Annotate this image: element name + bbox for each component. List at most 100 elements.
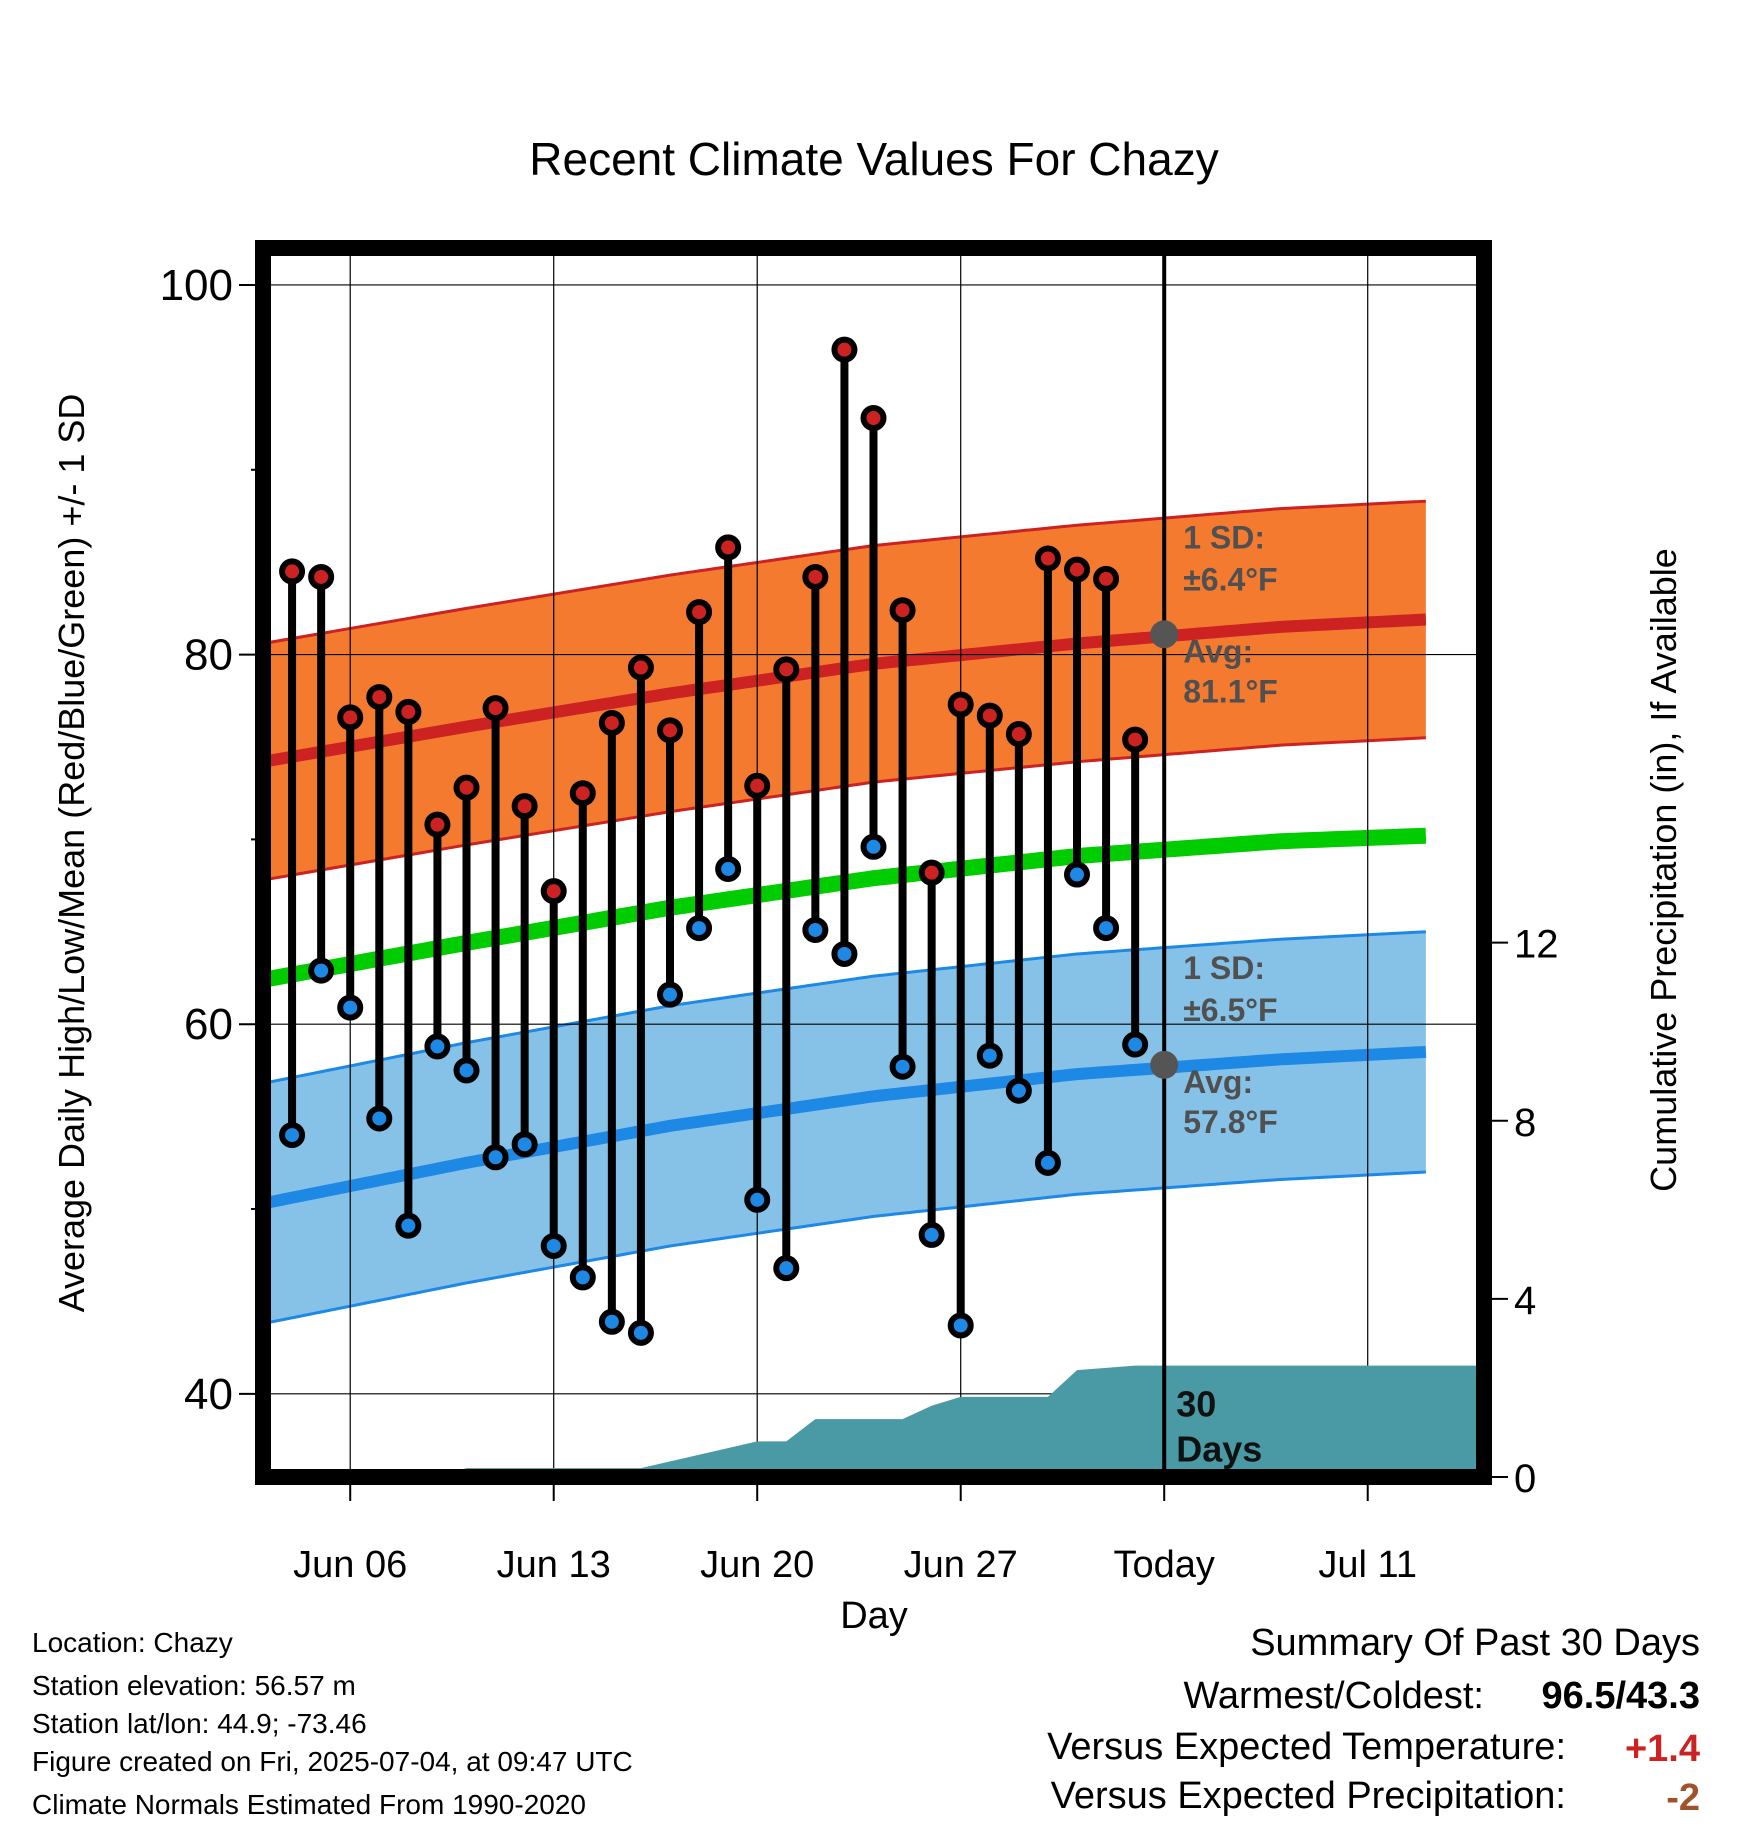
low-sd-lower-line [263, 1170, 1426, 1326]
low-temp-point [976, 1042, 1003, 1069]
high-temp-point [627, 654, 654, 681]
x-axis-label: Day [840, 1595, 908, 1637]
precip-area [263, 1365, 1484, 1477]
y2-tick-label: 0 [1514, 1457, 1536, 1501]
high-temp-point [715, 534, 742, 561]
today-window-unit: Days [1176, 1429, 1262, 1470]
low-temp-point [1122, 1031, 1149, 1058]
y-tick-label: 80 [184, 631, 233, 680]
low-temp-point [860, 833, 887, 860]
low-temp-point [1005, 1077, 1032, 1104]
x-tick-label: Jun 20 [700, 1544, 814, 1586]
y2-axis-label: Cumulative Precipitation (in), If Availa… [1643, 548, 1684, 1192]
low-temp-point [424, 1033, 451, 1060]
y-tick-label: 60 [184, 1000, 233, 1049]
normal-low-line [263, 1045, 1427, 1210]
low-temp-point [802, 916, 829, 943]
info-location: Location: Chazy [32, 1627, 233, 1658]
high-temp-point [1093, 565, 1120, 592]
low-avg-marker [1150, 1050, 1179, 1079]
low-temp-point [831, 940, 858, 967]
y-tick-label: 100 [160, 261, 233, 310]
low-temp-point [947, 1312, 974, 1339]
x-tick-label: Jul 11 [1318, 1544, 1417, 1586]
low-temp-point [773, 1255, 800, 1282]
high-temp-point [453, 774, 480, 801]
x-tick-label: Today [1114, 1544, 1215, 1586]
high-avg-marker [1150, 620, 1179, 649]
high-temp-point [744, 772, 771, 799]
today-window-number: 30 [1176, 1384, 1216, 1425]
high-temp-point [831, 336, 858, 363]
high-temp-point [802, 563, 829, 590]
high-temp-point [337, 704, 364, 731]
info-elevation: Station elevation: 56.57 m [32, 1670, 356, 1701]
high-temp-point [424, 811, 451, 838]
summary-temp-label: Versus Expected Temperature: [1047, 1726, 1566, 1768]
low-temp-point [1064, 861, 1090, 888]
high-temp-point [1122, 726, 1149, 753]
low-temp-point [1093, 915, 1120, 942]
summary-title: Summary Of Past 30 Days [1250, 1622, 1700, 1664]
low-temp-point [569, 1264, 596, 1291]
summary-warm-cold-value: 96.5/43.3 [1541, 1675, 1700, 1717]
high-temp-point [395, 698, 422, 725]
high-temp-point [657, 717, 683, 744]
high-temp-point [279, 558, 306, 585]
low-temp-point [453, 1057, 480, 1084]
high-temp-point [1064, 556, 1090, 583]
chart-title: Recent Climate Values For Chazy [529, 133, 1218, 185]
plot-frame [255, 240, 1492, 1485]
high-temp-point [308, 563, 335, 590]
low-temp-point [744, 1186, 771, 1213]
x-tick-label: Jun 27 [904, 1544, 1018, 1586]
y-axis-label: Average Daily High/Low/Mean (Red/Blue/Gr… [51, 394, 92, 1313]
info-latlon: Station lat/lon: 44.9; -73.46 [32, 1708, 367, 1739]
low-temp-point [1034, 1149, 1061, 1176]
info-created: Figure created on Fri, 2025-07-04, at 09… [32, 1746, 633, 1777]
low-temp-point [657, 981, 683, 1008]
summary-warm-cold-label: Warmest/Coldest: [1183, 1675, 1484, 1717]
low-temp-point [686, 915, 713, 942]
y2-tick-label: 8 [1514, 1101, 1536, 1145]
x-tick-label: Jun 06 [293, 1544, 407, 1586]
low-temp-point [308, 957, 335, 984]
low-temp-point [540, 1232, 567, 1259]
y2-tick-label: 4 [1514, 1279, 1536, 1323]
high-temp-point [511, 793, 538, 820]
summary-temp-value: +1.4 [1624, 1728, 1700, 1770]
y-tick-label: 40 [184, 1370, 233, 1419]
info-normals: Climate Normals Estimated From 1990-2020 [32, 1789, 586, 1820]
high-temp-point [918, 859, 945, 886]
high-temp-point [540, 878, 567, 905]
summary-precip-value: -2 [1666, 1777, 1700, 1819]
low-temp-point [627, 1319, 654, 1346]
low-temp-point [482, 1144, 509, 1171]
low-temp-point [279, 1122, 306, 1149]
plot-area: 1 SD: ±6.4°F Avg: 81.1°F 1 SD: ±6.5°F Avg: 57.8… [160, 240, 1559, 1586]
high-sd-label: 1 SD: [1183, 519, 1265, 555]
high-sd-value: ±6.4°F [1183, 561, 1277, 597]
low-temp-point [366, 1105, 393, 1132]
high-temp-point [889, 597, 916, 624]
low-temp-point [598, 1308, 625, 1335]
high-temp-point [598, 709, 625, 736]
low-avg-label: Avg: [1183, 1064, 1253, 1100]
low-temp-point [918, 1221, 945, 1248]
low-avg-value: 57.8°F [1183, 1104, 1278, 1140]
low-sd-upper-line [263, 930, 1426, 1085]
low-temp-point [395, 1212, 422, 1239]
high-temp-point [947, 691, 974, 718]
high-avg-value: 81.1°F [1183, 673, 1278, 709]
high-avg-label: Avg: [1183, 633, 1253, 669]
low-temp-point [715, 855, 742, 882]
low-temp-point [337, 994, 364, 1021]
high-temp-point [569, 780, 596, 807]
high-temp-point [1034, 545, 1061, 572]
low-temp-point [889, 1053, 916, 1080]
high-temp-point [686, 599, 713, 626]
x-tick-label: Jun 13 [497, 1544, 611, 1586]
plot-content [263, 248, 1484, 1477]
high-temp-point [860, 405, 887, 432]
